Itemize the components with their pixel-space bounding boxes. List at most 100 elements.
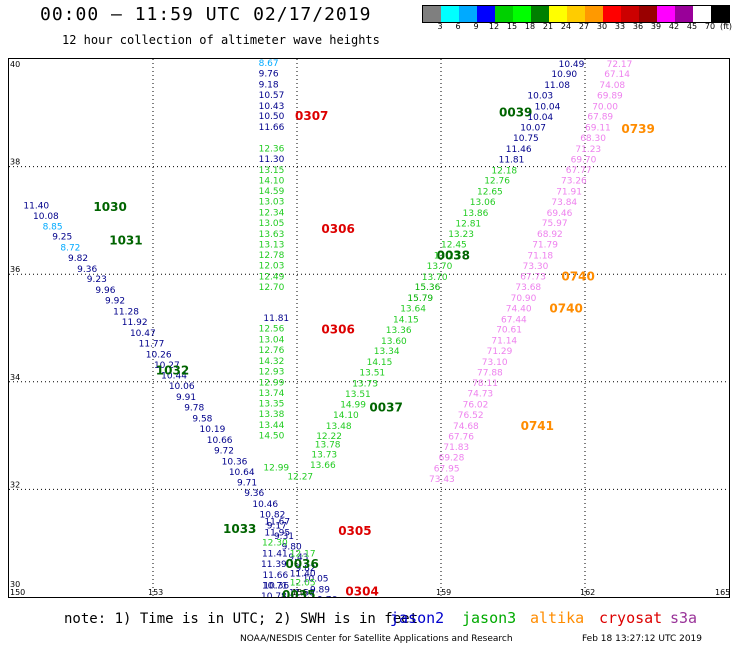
swh-value: 9.96 (95, 286, 115, 296)
swh-value: 11.40 (23, 201, 49, 211)
legend-swatch (423, 6, 441, 22)
swh-value: 14.59 (259, 187, 285, 197)
mission-legend-jason3: jason3 (462, 609, 517, 627)
swh-value: 10.75 (513, 134, 539, 144)
swh-value: 10.03 (527, 92, 553, 102)
swh-value: 73.68 (515, 283, 541, 293)
pass-time-label: 1033 (223, 522, 256, 536)
legend-swatch (693, 6, 711, 22)
swh-value: 10.04 (527, 113, 553, 123)
swh-value: 9.82 (68, 254, 88, 264)
swh-value: 74.08 (599, 81, 625, 91)
swh-value: 14.15 (393, 315, 419, 325)
swh-value: 13.51 (359, 369, 385, 379)
swh-value: 10.57 (259, 91, 285, 101)
swh-value: 71.18 (527, 251, 553, 261)
wave-height-map: 150 153 156 159 162 165 30 32 34 36 38 40 11.40 10.08… (8, 58, 730, 598)
lon-tick-label: 150 (10, 588, 25, 597)
pass-time-label: 0740 (561, 269, 594, 283)
swh-value: 11.92 (122, 318, 148, 328)
swh-value: 71.29 (487, 347, 513, 357)
legend-label: 6 (455, 22, 461, 31)
lat-tick-label: 40 (10, 60, 20, 69)
map-canvas: 150 153 156 159 162 16530323436384011.4010.08… (9, 59, 729, 597)
swh-value: 10.90 (551, 70, 577, 80)
legend-swatch (441, 6, 459, 22)
swh-value: 9.76 (317, 596, 337, 597)
swh-value: 10.04 (535, 102, 561, 112)
swh-value: 11.40 (290, 569, 316, 579)
swh-value: 73.30 (523, 262, 549, 272)
legend-label: 70 (704, 22, 716, 31)
legend-label: 9 (473, 22, 479, 31)
swh-value: 11.66 (262, 571, 288, 581)
mission-legend-jason2: jason2 (390, 609, 445, 627)
swh-value: 12.27 (287, 472, 313, 482)
swh-value: 9.91 (176, 393, 196, 403)
swh-value: 12.17 (290, 549, 316, 559)
swh-value: 13.70 (422, 273, 448, 283)
legend-swatch (495, 6, 513, 22)
legend-swatch (675, 6, 693, 22)
swh-value: 11.46 (506, 145, 532, 155)
swh-value: 73.26 (561, 177, 587, 187)
swh-value: 74.68 (453, 422, 479, 432)
swh-value: 13.70 (427, 262, 453, 272)
swh-value: 9.72 (214, 447, 234, 457)
swh-value: 10.43 (259, 102, 285, 112)
mission-legend-s3a: s3a (670, 609, 698, 627)
legend-swatch (567, 6, 585, 22)
swh-value: 9.31 (274, 532, 294, 542)
swh-value: 10.08 (33, 212, 59, 222)
legend-swatch (585, 6, 603, 22)
swh-value: 11.41 (262, 549, 288, 559)
legend-unit: (ft) (719, 22, 733, 31)
swh-value: 13.78 (315, 441, 341, 451)
pass-time-label: 0306 (321, 323, 354, 337)
swh-value: 14.99 (340, 400, 366, 410)
swh-value: 70.90 (511, 294, 537, 304)
legend-label: 30 (596, 22, 608, 31)
swh-value: 9.76 (259, 70, 279, 80)
swh-value: 9.36 (77, 265, 97, 275)
swh-value: 71.91 (556, 187, 582, 197)
swh-value: 10.47 (130, 329, 156, 339)
swh-value: 68.92 (537, 230, 563, 240)
page-subtitle: 12 hour collection of altimeter wave hei… (62, 33, 380, 47)
swh-value: 14.50 (259, 432, 285, 442)
swh-value: 12.99 (259, 378, 285, 388)
swh-value: 13.34 (374, 347, 400, 357)
swh-value: 10.44 (161, 371, 187, 381)
swh-value: 75.97 (542, 219, 568, 229)
swh-value: 67.44 (501, 315, 527, 325)
swh-value: 12.49 (259, 272, 285, 282)
swh-value: 13.73 (311, 450, 337, 460)
pass-time-label: 1032 (156, 364, 189, 378)
pass-time-label: 1030 (93, 200, 126, 214)
swh-value: 71.83 (443, 443, 469, 453)
swh-value: 9.80 (282, 542, 302, 552)
swh-value: 11.67 (264, 518, 290, 528)
swh-value: 13.03 (259, 198, 285, 208)
swh-value: 10.19 (200, 425, 226, 435)
legend-label: 33 (614, 22, 626, 31)
footer-note: note: 1) Time is in UTC; 2) SWH is in fe… (64, 611, 419, 627)
swh-value: 11.66 (259, 123, 285, 133)
swh-value: 11.28 (113, 307, 139, 317)
mission-legend-cryosat: cryosat (599, 609, 663, 627)
swh-value: 11.08 (544, 81, 570, 91)
swh-value: 68.30 (580, 134, 606, 144)
swh-value: 13.05 (259, 219, 285, 229)
swh-value: 13.35 (259, 399, 285, 409)
swh-value: 72.17 (607, 60, 633, 70)
swh-value: 13.74 (259, 389, 285, 399)
legend-label: 15 (506, 22, 518, 31)
swh-value: 10.46 (252, 500, 278, 510)
swh-value: 10.36 (263, 582, 289, 592)
swh-value: 11.39 (261, 560, 287, 570)
swh-value: 12.30 (262, 539, 288, 549)
swh-value: 10.05 (303, 575, 329, 585)
swh-value: 14.10 (259, 177, 285, 187)
legend-label: 21 (542, 22, 554, 31)
swh-value: 67.77 (566, 166, 592, 176)
